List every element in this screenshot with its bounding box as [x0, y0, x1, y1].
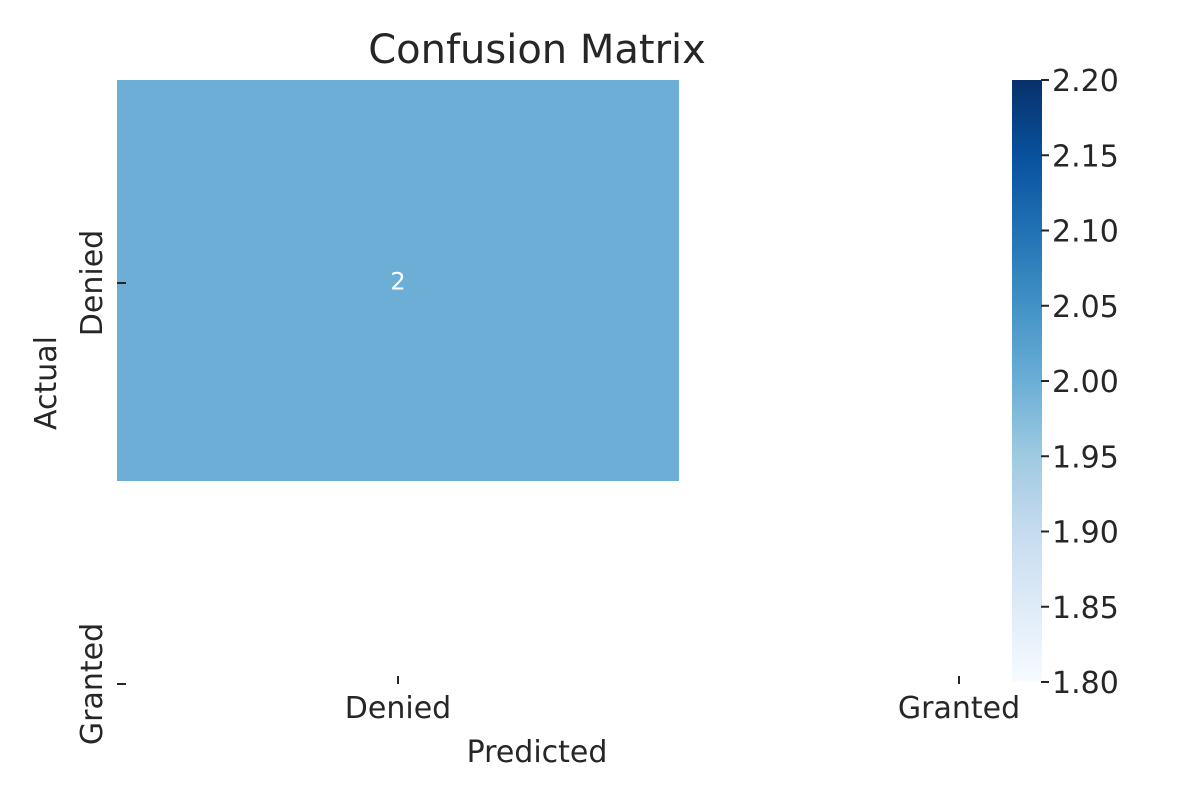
colorbar-tick-label-3: 1.95: [1052, 440, 1119, 475]
x-tick-label-1: Granted: [898, 691, 1020, 726]
y-axis-label: Actual: [29, 336, 64, 430]
heatmap-cell-0: [117, 80, 679, 481]
x-axis-ticks: Denied Granted: [345, 676, 1020, 726]
colorbar-tick-label-7: 2.15: [1052, 139, 1119, 174]
cell-annotation-0: 2: [390, 268, 405, 296]
colorbar-tick-label-8: 2.20: [1052, 64, 1119, 99]
x-axis-label: Predicted: [467, 735, 608, 770]
colorbar-tick-label-0: 1.80: [1052, 666, 1119, 701]
cell-annotations: 2: [390, 268, 405, 296]
colorbar-tick-label-4: 2.00: [1052, 365, 1119, 400]
heatmap-cells: [117, 80, 679, 481]
colorbar-tick-label-5: 2.05: [1052, 290, 1119, 325]
y-axis-ticks: Denied Granted: [75, 230, 126, 745]
colorbar-tick-label-6: 2.10: [1052, 215, 1119, 250]
colorbar-tick-label-2: 1.90: [1052, 516, 1119, 551]
chart-title: Confusion Matrix: [368, 27, 706, 73]
y-tick-label-1: Granted: [75, 623, 110, 745]
y-tick-label-0: Denied: [75, 230, 110, 336]
colorbar-tick-label-1: 1.85: [1052, 591, 1119, 626]
colorbar: [1012, 80, 1042, 682]
colorbar-ticks: 1.80 1.85 1.90 1.95 2.00 2.05 2.10 2.15 2.20: [1041, 64, 1119, 701]
x-tick-label-0: Denied: [345, 691, 451, 726]
